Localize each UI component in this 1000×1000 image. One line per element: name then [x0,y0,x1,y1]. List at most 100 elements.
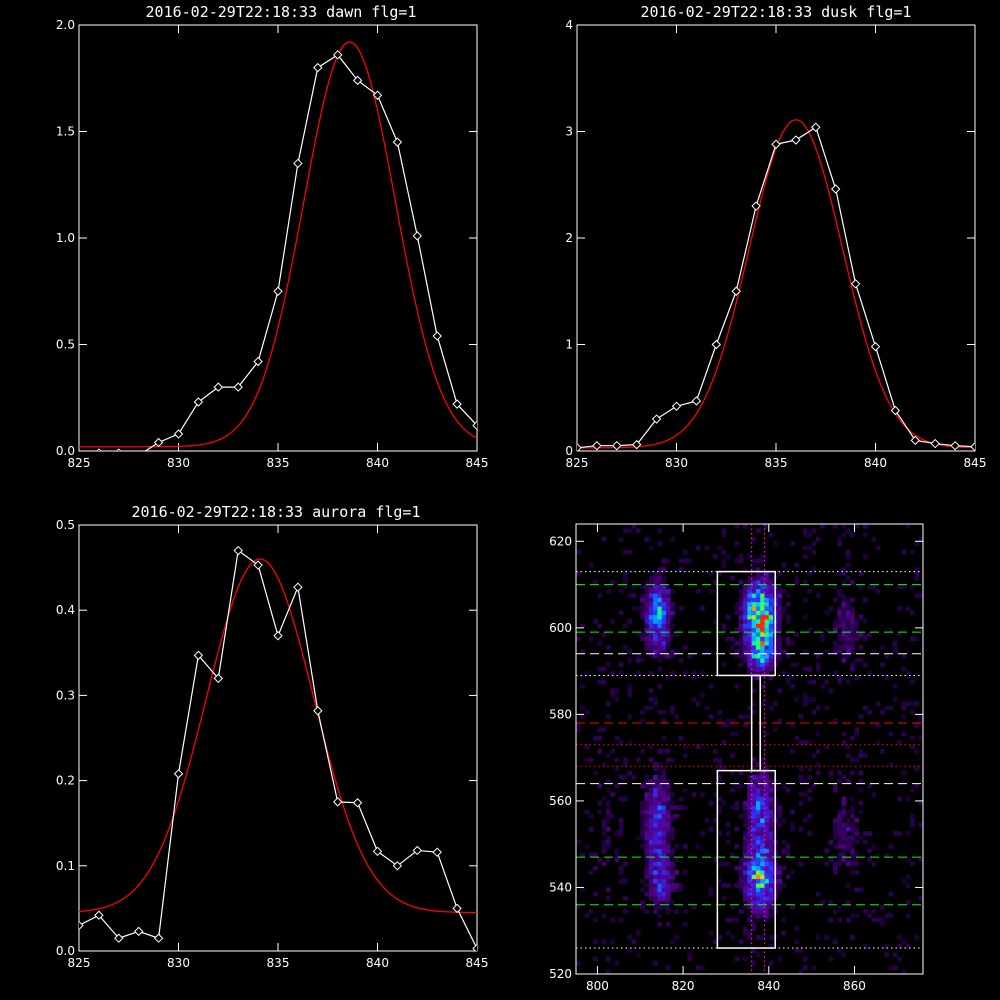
heatmap-cell [910,710,915,715]
heatmap-cell [918,800,924,806]
heatmap-cell [755,779,761,784]
heatmap-cell [764,580,770,585]
heatmap-cell [738,874,744,880]
heatmap-cell [764,731,770,737]
heatmap-cell [798,714,804,720]
heatmap-cell [657,606,662,611]
heatmap-cell [661,567,667,572]
heatmap-cell [764,610,770,616]
heatmap-cell [657,601,662,607]
heatmap-cell [734,865,740,871]
heatmap-cell [665,653,671,659]
heatmap-cell [665,558,671,564]
heatmap-cell [627,948,632,953]
heatmap-cell [730,770,735,776]
heatmap-cell [743,588,748,594]
heatmap-cell [888,844,894,849]
data-point [432,847,442,857]
heatmap-cell [704,649,710,655]
heatmap-cell [768,584,774,590]
heatmap-cell [593,865,598,871]
heatmap-cell [910,822,915,828]
heatmap-cell [785,848,791,854]
heatmap-cell [743,614,748,620]
heatmap-cell [854,818,860,823]
heatmap-cell [751,913,757,919]
data-series-line [144,54,477,451]
heatmap-cell [790,723,795,728]
heatmap-cell [747,935,752,940]
heatmap-cell [691,671,697,676]
heatmap-cell [845,861,851,867]
y-tick-label: 0.0 [56,444,75,458]
heatmap-cell [717,774,722,780]
panel-dusk: 2016-02-29T22:18:33 dusk flg=1 825 830 835… [565,3,986,470]
heatmap-cell [738,645,744,650]
heatmap-cell [777,718,782,724]
heatmap-cell [867,831,872,836]
heatmap-cell [764,666,770,672]
heatmap-cell [747,601,752,607]
y-tick-label: 2.0 [56,18,75,32]
heatmap-cell [807,545,812,551]
heatmap-cell [884,653,890,659]
heatmap-cell [653,627,658,633]
heatmap-cell [777,645,782,650]
data-series-line [79,549,477,949]
heatmap-cell [657,796,662,802]
heatmap-cell [661,632,667,637]
heatmap-cell [730,636,735,642]
heatmap-cell [854,731,860,737]
heatmap-cell [717,831,722,836]
heatmap-cell [640,610,645,616]
heatmap-cell [755,809,761,815]
heatmap-cell [760,900,765,906]
heatmap-cell [790,640,795,646]
data-point [293,158,303,169]
heatmap-cell [841,593,847,598]
heatmap-cell [640,606,645,611]
heatmap-cell [648,792,654,797]
heatmap-cell [747,870,752,875]
heatmap-cell [755,558,761,564]
heatmap-cell [743,645,748,650]
heatmap-cell [713,939,718,945]
heatmap-cell [605,844,611,849]
heatmap-cell [588,562,594,568]
heatmap-cell [580,684,585,689]
heatmap-cell [760,826,765,832]
heatmap-cell [665,779,671,784]
heatmap-cell [760,792,765,797]
heatmap-cell [850,835,855,841]
heatmap-cell [605,813,611,819]
heatmap-cell [618,865,624,871]
heatmap-cell [661,783,667,789]
heatmap-cell [734,684,740,689]
heatmap-cell [905,606,911,611]
heatmap-cell [751,870,757,875]
heatmap-cell [751,848,757,854]
heatmap-cell [721,558,727,564]
heatmap-cell [747,800,752,806]
heatmap-cell [760,857,765,862]
heatmap-cell [665,839,671,845]
heatmap-cell [854,887,860,893]
heatmap-cell [824,627,830,633]
heatmap-cell [747,640,752,646]
heatmap-cell [644,861,650,867]
heatmap-cell [760,701,765,707]
heatmap-cell [777,584,782,590]
heatmap-cell [644,606,650,611]
heatmap-cell [618,878,624,884]
heatmap-cell [657,822,662,828]
heatmap-cell [751,710,757,715]
heatmap-cell [755,874,761,880]
heatmap-cell [905,671,911,676]
heatmap-cell [580,649,585,655]
heatmap-cell [815,731,821,737]
heatmap-cell [640,904,645,910]
heatmap-cell [743,653,748,659]
heatmap-cell [760,584,765,590]
heatmap-cell [597,857,602,862]
